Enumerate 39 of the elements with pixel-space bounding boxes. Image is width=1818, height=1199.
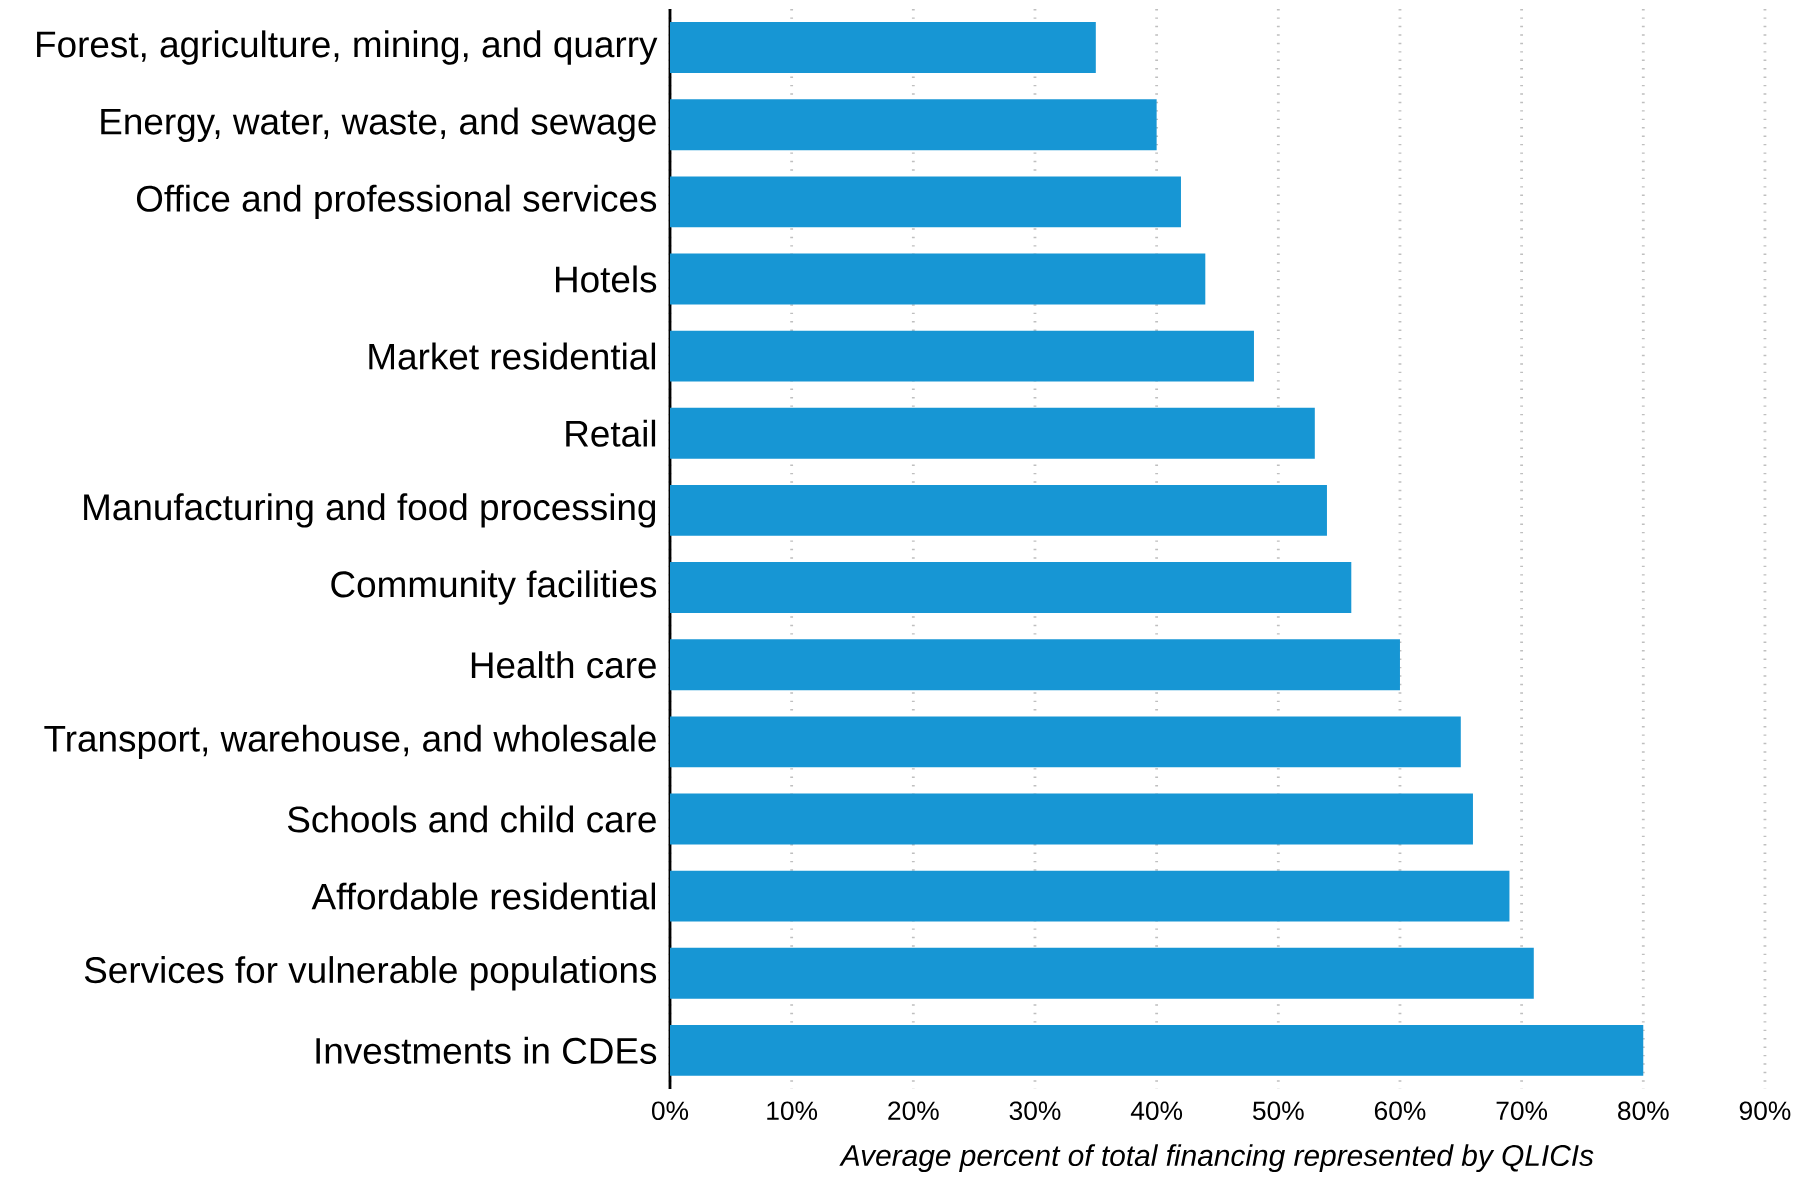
bar [669,176,1181,228]
x-tick-label: 40% [1130,1101,1183,1121]
bar [669,99,1157,151]
bar [669,22,1096,74]
y-tick-label: Community facilities [331,570,657,605]
y-tick-label: Office and professional services [136,184,657,220]
y-tick-label: Investments in CDEs [316,1036,657,1064]
y-tick-label: Retail [566,419,656,447]
bar [669,716,1461,768]
x-axis-title: Average percent of total financing represented by QLICIs [839,1144,1594,1173]
bar [669,407,1315,459]
y-tick-label: Forest, agriculture, mining, and quarry [37,30,658,65]
x-tick-label: 80% [1618,1101,1669,1121]
y-tick-label: Hotels [556,265,657,293]
x-tick-label: 70% [1496,1101,1548,1121]
bar [669,947,1534,999]
x-tick-label: 30% [1009,1101,1061,1121]
y-tick-label: Market residential [369,342,656,370]
bar [669,330,1254,382]
x-tick-label: 60% [1374,1101,1426,1121]
x-tick-label: 90% [1739,1101,1791,1121]
bar [669,253,1206,305]
y-tick-label: Manufacturing and food processing [84,493,656,528]
y-tick-label: Services for vulnerable populations [84,956,657,991]
bar [669,484,1327,536]
x-tick-label: 50% [1252,1101,1304,1121]
bar [669,1024,1644,1076]
y-tick-label: Health care [471,651,656,679]
bar [669,562,1352,614]
y-tick-label: Schools and child care [287,805,656,833]
bar [669,639,1400,691]
x-tick-label: 20% [888,1101,939,1121]
x-tick-label: 10% [767,1101,818,1121]
y-tick-label: Transport, warehouse, and wholesale [44,724,656,760]
x-tick-label: 0% [651,1101,689,1121]
bar [669,793,1473,845]
y-tick-label: Affordable residential [311,882,656,910]
bar [669,870,1510,922]
y-tick-label: Energy, water, waste, and sewage [101,107,656,142]
